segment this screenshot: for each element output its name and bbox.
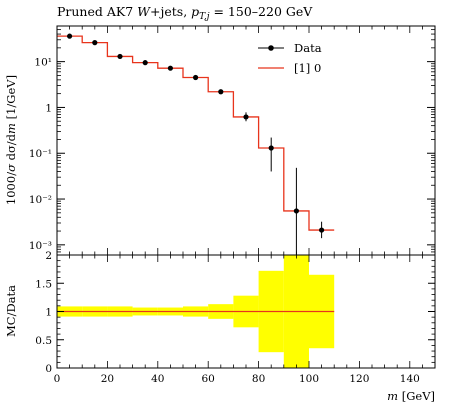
legend-data-marker (268, 45, 274, 51)
data-point (243, 114, 249, 120)
data-point (67, 33, 73, 39)
data-point (268, 145, 274, 151)
chart-title: Pruned AK7 W+jets, pT,j = 150–220 GeV (57, 4, 313, 22)
main-y-tick-label: 10⁻³ (29, 240, 52, 252)
x-tick-label: 80 (252, 373, 265, 385)
data-point (218, 89, 224, 95)
x-tick-label: 140 (400, 373, 420, 385)
data-point (193, 74, 199, 81)
data-point (92, 40, 98, 46)
mc-step-line (57, 35, 335, 231)
ratio-plot-frame (56, 254, 436, 369)
legend-data-label: Data (294, 41, 322, 55)
data-point (142, 60, 148, 66)
main-y-ticks: 10⁻³ 10⁻² 10⁻¹ 1 10¹ (29, 25, 436, 256)
data-point (167, 65, 173, 71)
main-y-tick-label: 10¹ (34, 57, 52, 69)
main-y-label: 1000/σ dσ/dm [1/GeV] (4, 75, 18, 205)
title-range: = 150–220 GeV (210, 4, 314, 19)
data-point (293, 208, 299, 214)
ratio-series (57, 255, 335, 368)
legend-mc-label: [1] 0 (294, 61, 321, 75)
title-main: Pruned AK7 (57, 4, 137, 19)
ratio-ticks: 00.511.520 20 40 60 80 100 120 140 (35, 250, 436, 385)
main-y-tick-label: 10⁻¹ (29, 148, 52, 160)
x-tick-label: 100 (299, 373, 319, 385)
main-plot-frame (56, 25, 436, 256)
ratio-y-tick-label: 2 (45, 250, 52, 262)
x-tick-label: 40 (151, 373, 164, 385)
x-tick-label: 0 (54, 373, 61, 385)
title-pt: p (191, 4, 199, 19)
main-series (57, 33, 335, 255)
ratio-y-label: MC/Data (4, 285, 18, 337)
x-tick-label: 20 (101, 373, 114, 385)
ratio-y-tick-label: 1.5 (35, 278, 52, 290)
title-w: W (137, 4, 151, 19)
title-subscript: T,j (199, 12, 210, 22)
data-point (319, 227, 325, 233)
main-y-tick-label: 10⁻² (29, 194, 52, 206)
ratio-plot: 00.511.520 20 40 60 80 100 120 140 MC/Data m [G… (4, 250, 436, 403)
main-y-tick-label: 1 (45, 102, 52, 114)
ratio-y-tick-label: 0.5 (35, 335, 52, 347)
data-point (117, 53, 123, 60)
legend: Data [1] 0 (258, 41, 322, 75)
x-tick-label: 60 (202, 373, 215, 385)
main-plot: 10⁻³ 10⁻² 10⁻¹ 1 10¹ Data [1] 0 1000/σ dσ/dm… (4, 25, 436, 256)
x-axis-label: m [GeV] (387, 389, 435, 403)
title-jets: +jets, (150, 4, 191, 19)
ratio-y-tick-label: 0 (45, 363, 52, 375)
ratio-y-tick-label: 1 (45, 307, 52, 319)
x-tick-label: 120 (349, 373, 369, 385)
